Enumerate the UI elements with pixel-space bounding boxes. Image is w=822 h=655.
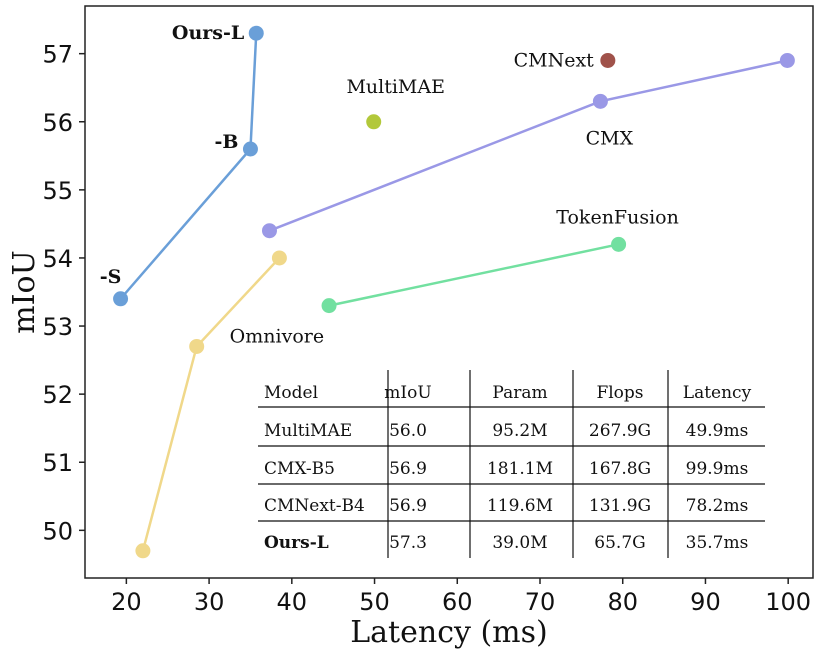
table-cell: Ours-L — [264, 533, 329, 553]
series-label: CMNext — [514, 49, 595, 71]
y-tick-label: 50 — [42, 517, 73, 545]
table-cell: 39.0M — [492, 533, 547, 553]
table-cell: 56.9 — [389, 459, 427, 479]
y-tick-label: 55 — [42, 177, 73, 205]
point-label: -B — [215, 131, 239, 153]
data-point-omnivore — [271, 250, 287, 266]
x-axis-label: Latency (ms) — [350, 615, 547, 650]
axis-ticks: 20 30 40 50 60 70 80 90 100 50 51 52 53 54 55 56 57 — [42, 41, 811, 616]
series-points — [113, 25, 795, 559]
table-header-cell: Param — [492, 383, 547, 403]
table-cell: 181.1M — [487, 459, 553, 479]
y-tick-label: 54 — [42, 245, 73, 273]
table-cell: 131.9G — [589, 496, 651, 516]
data-point-cmx — [592, 93, 608, 109]
x-tick-label: 70 — [525, 588, 556, 616]
table-cell: 99.9ms — [686, 459, 749, 479]
table-header-cell: mIoU — [384, 383, 431, 403]
data-point-omnivore — [189, 338, 205, 354]
series-label: TokenFusion — [556, 206, 679, 228]
data-point-tokenfusion — [611, 236, 627, 252]
series-line-omnivore — [141, 257, 281, 552]
data-point-ours — [248, 25, 264, 41]
data-point-cmx — [779, 52, 795, 68]
data-point-tokenfusion — [321, 298, 337, 314]
series-line-tokenfusion — [328, 243, 619, 307]
x-tick-label: 30 — [194, 588, 225, 616]
x-tick-label: 90 — [690, 588, 721, 616]
table-cell: 167.8G — [589, 459, 651, 479]
table-cell: 78.2ms — [686, 496, 749, 516]
data-point-multimae — [366, 114, 382, 130]
y-tick-label: 51 — [42, 449, 73, 477]
table-cell: CMX-B5 — [264, 459, 335, 479]
x-tick-label: 50 — [359, 588, 390, 616]
table-cell: 56.9 — [389, 496, 427, 516]
x-tick-label: 100 — [765, 588, 811, 616]
table-cell: 49.9ms — [686, 421, 749, 441]
series-label: MultiMAE — [346, 76, 445, 98]
data-point-ours — [242, 141, 258, 157]
plot-frame — [84, 5, 814, 579]
data-point-cmx — [261, 223, 277, 239]
table-header-cell: Latency — [683, 383, 752, 403]
table-cell: MultiMAE — [264, 421, 352, 441]
y-tick-label: 56 — [42, 109, 73, 137]
table-cell: 35.7ms — [686, 533, 749, 553]
table-cell: 119.6M — [487, 496, 553, 516]
y-axis-label: mIoU — [7, 250, 42, 334]
y-tick-label: 52 — [42, 381, 73, 409]
series-label: CMX — [586, 127, 634, 149]
comparison-table: Model mIoU Param Flops Latency MultiMAE 56.0 95… — [258, 370, 765, 558]
series-line-ours — [119, 33, 258, 300]
data-point-omnivore — [135, 543, 151, 559]
y-tick-label: 53 — [42, 313, 73, 341]
table-header-cell: Model — [264, 383, 318, 403]
series-labels: -S -B Ours-L Omnivore CMX TokenFusion MultiMAE… — [100, 22, 679, 347]
point-label: -S — [100, 266, 122, 288]
table-header-cell: Flops — [596, 383, 643, 403]
table-cell: 57.3 — [389, 533, 427, 553]
table-cell: 267.9G — [589, 421, 651, 441]
table-cell: 95.2M — [492, 421, 547, 441]
x-tick-label: 80 — [607, 588, 638, 616]
series-label: Omnivore — [230, 325, 324, 347]
table-cell: 56.0 — [389, 421, 427, 441]
y-tick-label: 57 — [42, 41, 73, 69]
x-tick-label: 20 — [111, 588, 142, 616]
x-tick-label: 40 — [277, 588, 308, 616]
data-point-ours — [113, 291, 129, 307]
data-point-cmnext — [600, 52, 616, 68]
table-cell: 65.7G — [594, 533, 645, 553]
point-label: Ours-L — [172, 22, 244, 44]
x-tick-label: 60 — [442, 588, 473, 616]
table-cell: CMNext-B4 — [264, 496, 365, 516]
